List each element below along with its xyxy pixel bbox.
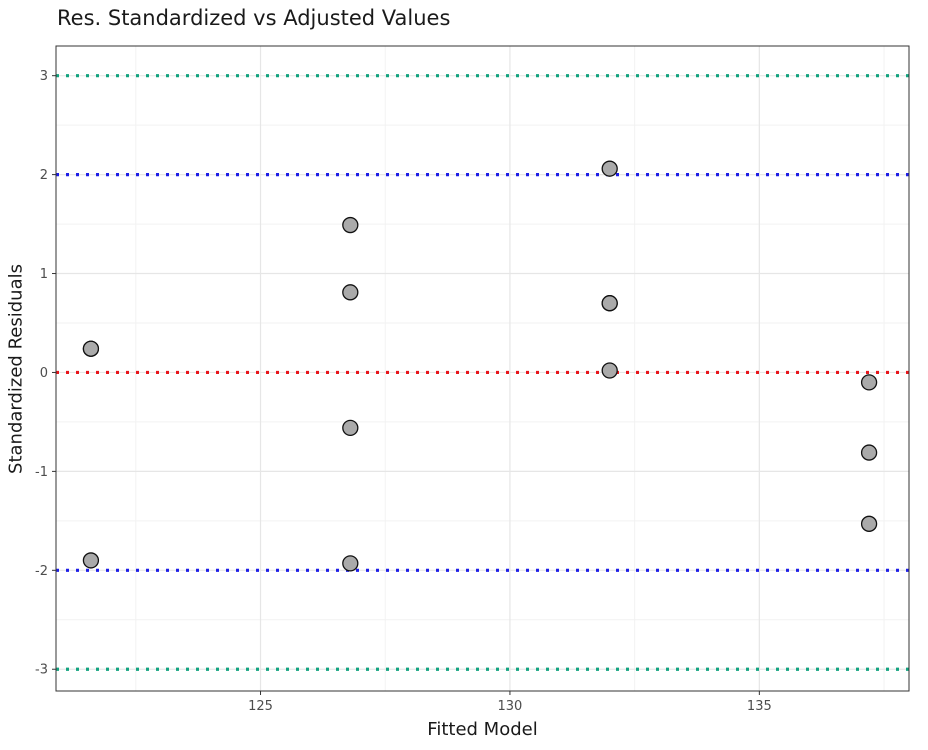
y-tick: 2 <box>40 168 56 183</box>
y-tick: -1 <box>35 465 56 480</box>
x-axis-ticks: 125 130 135 <box>248 691 772 714</box>
data-point <box>860 374 878 391</box>
data-point <box>342 555 359 572</box>
plot-panel-border <box>55 45 910 692</box>
y-tick: -2 <box>35 564 56 579</box>
y-tick-label: -2 <box>35 564 48 579</box>
data-point <box>342 216 359 234</box>
x-tick: 130 <box>498 691 523 714</box>
y-tick-label: -1 <box>35 465 48 480</box>
x-axis-label: Fitted Model <box>427 719 538 740</box>
data-point <box>82 340 100 357</box>
data-point <box>601 295 618 312</box>
x-tick-label: 125 <box>248 699 273 714</box>
data-point <box>82 552 100 569</box>
minor-gridlines <box>56 46 909 691</box>
y-tick: 1 <box>40 267 56 282</box>
y-tick-label: 2 <box>40 168 48 183</box>
data-points <box>82 160 878 572</box>
y-tick: -3 <box>35 663 56 678</box>
data-point <box>601 362 618 379</box>
y-tick: 0 <box>40 366 56 381</box>
y-tick-label: -3 <box>35 663 48 678</box>
plot-panel-background <box>56 46 909 691</box>
data-point <box>601 160 618 177</box>
y-tick-label: 0 <box>40 366 48 381</box>
y-tick-label: 1 <box>40 267 48 282</box>
y-axis-ticks: -3 -2 -1 0 1 2 3 <box>35 69 56 678</box>
y-tick: 3 <box>40 69 56 84</box>
data-point <box>342 284 359 301</box>
x-tick-label: 130 <box>498 699 523 714</box>
x-tick: 125 <box>248 691 273 714</box>
data-point <box>860 444 878 461</box>
y-tick-label: 3 <box>40 69 48 84</box>
data-point <box>860 515 878 532</box>
x-tick-label: 135 <box>747 699 772 714</box>
data-point <box>342 419 359 437</box>
chart-title: Res. Standardized vs Adjusted Values <box>57 6 451 30</box>
reference-lines <box>56 74 909 671</box>
x-tick: 135 <box>747 691 772 714</box>
